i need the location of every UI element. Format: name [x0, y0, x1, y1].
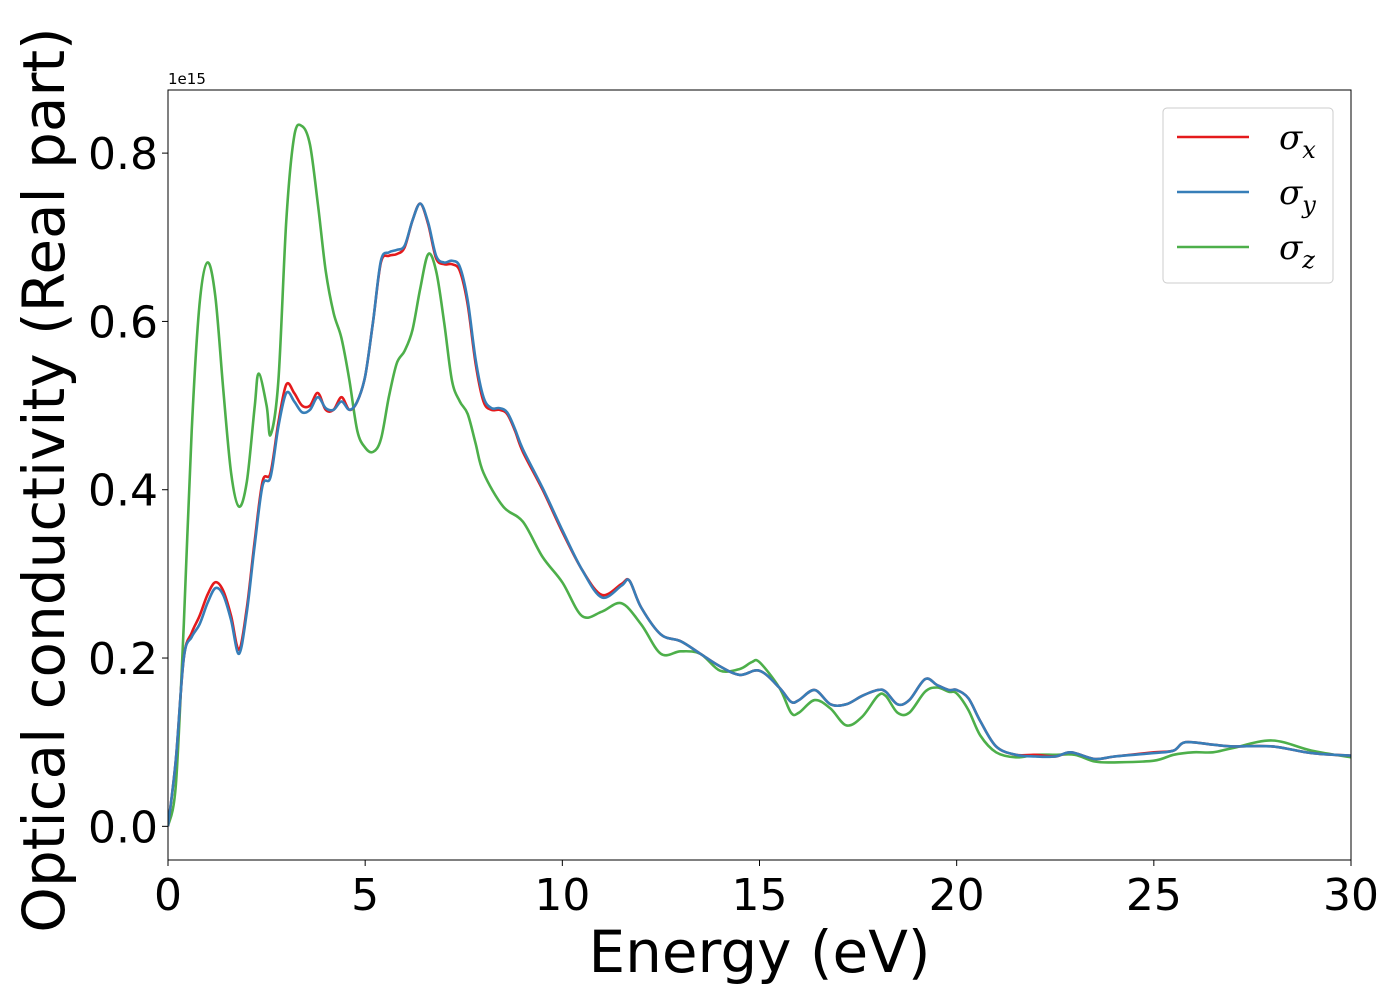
- legend-label-y: σy: [1279, 173, 1316, 219]
- legend: σx σy σz: [1162, 107, 1334, 284]
- x-tick-label: 0: [154, 870, 182, 921]
- x-tick-label: 10: [534, 870, 590, 921]
- x-tick-label: 15: [732, 870, 788, 921]
- series-line-y: [168, 202, 1351, 827]
- y-tick-label: 0.6: [88, 297, 158, 348]
- x-axis-ticks: 0 5 10 15 20 25 30: [154, 860, 1379, 921]
- y-tick-label: 0.4: [88, 466, 158, 517]
- series-line-z: [168, 123, 1351, 827]
- y-tick-label: 0.8: [88, 129, 158, 180]
- y-tick-label: 0.0: [88, 802, 158, 853]
- y-tick-label: 0.2: [88, 634, 158, 685]
- legend-label-z: σz: [1279, 228, 1315, 274]
- y-axis-label: Optical conductivity (Real part): [10, 27, 78, 932]
- series-line-x: [168, 202, 1351, 827]
- legend-label-x: σx: [1279, 118, 1316, 164]
- y-axis-ticks: 0.0 0.2 0.4 0.6 0.8: [88, 129, 168, 853]
- x-tick-label: 25: [1126, 870, 1182, 921]
- y-offset-text: 1e15: [168, 70, 206, 88]
- series-lines: [168, 123, 1351, 827]
- legend-box: [1162, 107, 1334, 284]
- x-tick-label: 5: [351, 870, 379, 921]
- x-axis-label: Energy (eV): [588, 918, 930, 986]
- x-tick-label: 20: [929, 870, 985, 921]
- x-tick-label: 30: [1323, 870, 1379, 921]
